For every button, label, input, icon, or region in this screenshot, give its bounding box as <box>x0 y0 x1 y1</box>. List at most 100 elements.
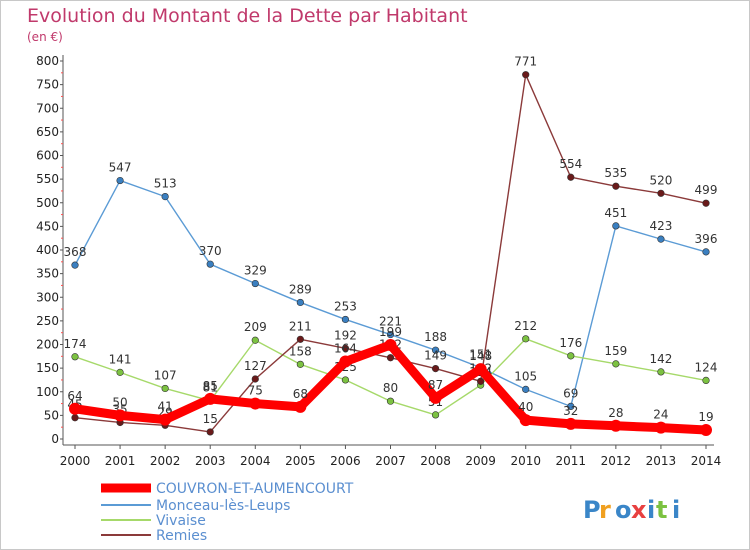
data-label: 211 <box>289 319 312 333</box>
logo-letter: i <box>672 496 680 524</box>
y-tick-label: 450 <box>36 219 59 233</box>
logo-letter: t <box>656 496 667 524</box>
data-label: 370 <box>199 244 222 258</box>
y-tick-label: 0 <box>51 432 59 446</box>
y-tick-label: 800 <box>36 54 59 68</box>
data-label: 451 <box>604 206 627 220</box>
data-label: 423 <box>649 219 672 233</box>
x-tick-label: 2010 <box>510 454 541 468</box>
data-point <box>567 402 575 410</box>
data-point <box>296 335 304 343</box>
x-tick-label: 2002 <box>150 454 181 468</box>
data-label: 164 <box>334 342 357 356</box>
y-tick-label: 150 <box>36 361 59 375</box>
x-tick-label: 2012 <box>601 454 632 468</box>
data-label: 40 <box>518 400 533 414</box>
data-point <box>567 352 575 360</box>
chart-title: Evolution du Montant de la Dette par Hab… <box>27 5 468 27</box>
data-point <box>474 363 487 376</box>
data-label: 535 <box>604 166 627 180</box>
data-point <box>249 397 262 410</box>
data-point <box>251 375 259 383</box>
data-label: 174 <box>64 337 87 351</box>
data-label: 329 <box>244 264 267 278</box>
y-tick-label: 100 <box>36 385 59 399</box>
data-label: 520 <box>649 173 672 187</box>
logo-letter: i <box>647 496 655 524</box>
data-label: 554 <box>559 157 582 171</box>
data-point <box>702 376 710 385</box>
data-label: 188 <box>424 330 447 344</box>
data-point <box>431 411 440 419</box>
y-tick-label: 300 <box>36 290 59 304</box>
y-tick-label: 500 <box>36 196 59 210</box>
x-tick-label: 2003 <box>195 454 226 468</box>
data-label: 396 <box>695 232 718 246</box>
data-point <box>700 424 712 437</box>
y-tick-label: 250 <box>36 314 59 328</box>
data-point <box>429 391 442 404</box>
y-tick-label: 650 <box>36 125 59 139</box>
logo-letter: P <box>583 496 601 524</box>
legend-label: Remies <box>156 528 207 544</box>
data-point <box>519 414 532 427</box>
logo-letter: x <box>631 496 647 524</box>
data-point <box>159 413 172 426</box>
data-point <box>477 377 485 385</box>
data-point <box>69 402 81 415</box>
data-point <box>71 353 79 361</box>
data-point <box>702 199 710 207</box>
data-point <box>522 71 530 79</box>
data-label: 85 <box>203 379 218 393</box>
data-label: 24 <box>653 408 668 422</box>
x-tick-label: 2006 <box>330 454 361 468</box>
logo-letter: r <box>599 496 611 524</box>
legend-label: Vivaise <box>156 513 206 529</box>
data-point <box>522 335 530 343</box>
data-label: 159 <box>604 344 627 358</box>
data-label: 19 <box>698 410 713 424</box>
data-point <box>431 364 440 373</box>
data-point <box>612 360 620 368</box>
data-label: 771 <box>514 55 537 69</box>
data-point <box>341 344 350 352</box>
chart-subtitle: (en €) <box>27 30 63 44</box>
x-tick-label: 2007 <box>375 454 406 468</box>
y-tick-label: 200 <box>36 338 59 352</box>
y-tick-label: 600 <box>36 149 59 163</box>
data-label: 149 <box>424 349 447 363</box>
data-point <box>612 182 620 190</box>
y-tick-label: 700 <box>36 101 59 115</box>
data-point <box>116 176 124 185</box>
data-label: 127 <box>244 359 267 373</box>
data-label: 64 <box>67 389 82 403</box>
x-tick-label: 2014 <box>691 454 722 468</box>
data-label: 81 <box>203 381 218 395</box>
data-point <box>564 417 577 430</box>
data-label: 547 <box>109 161 132 175</box>
data-point <box>296 360 304 368</box>
data-label: 221 <box>379 315 402 329</box>
data-point <box>116 368 124 376</box>
data-label: 513 <box>154 177 177 191</box>
data-point <box>206 428 214 436</box>
x-tick-label: 2001 <box>105 454 136 468</box>
y-tick-label: 550 <box>36 172 59 186</box>
data-point <box>386 397 395 405</box>
x-tick-label: 2009 <box>465 454 496 468</box>
data-label: 50 <box>112 395 127 409</box>
data-label: 499 <box>695 183 718 197</box>
data-point <box>71 261 79 269</box>
x-tick-label: 2013 <box>646 454 677 468</box>
data-point <box>386 330 395 339</box>
data-point <box>114 409 127 422</box>
data-label: 80 <box>383 381 398 395</box>
data-label: 142 <box>649 352 672 366</box>
data-point <box>161 193 169 201</box>
data-point <box>657 189 665 197</box>
data-point <box>206 260 214 268</box>
legend-label: COUVRON-ET-AUMENCOURT <box>156 481 354 497</box>
data-label: 148 <box>469 349 492 363</box>
